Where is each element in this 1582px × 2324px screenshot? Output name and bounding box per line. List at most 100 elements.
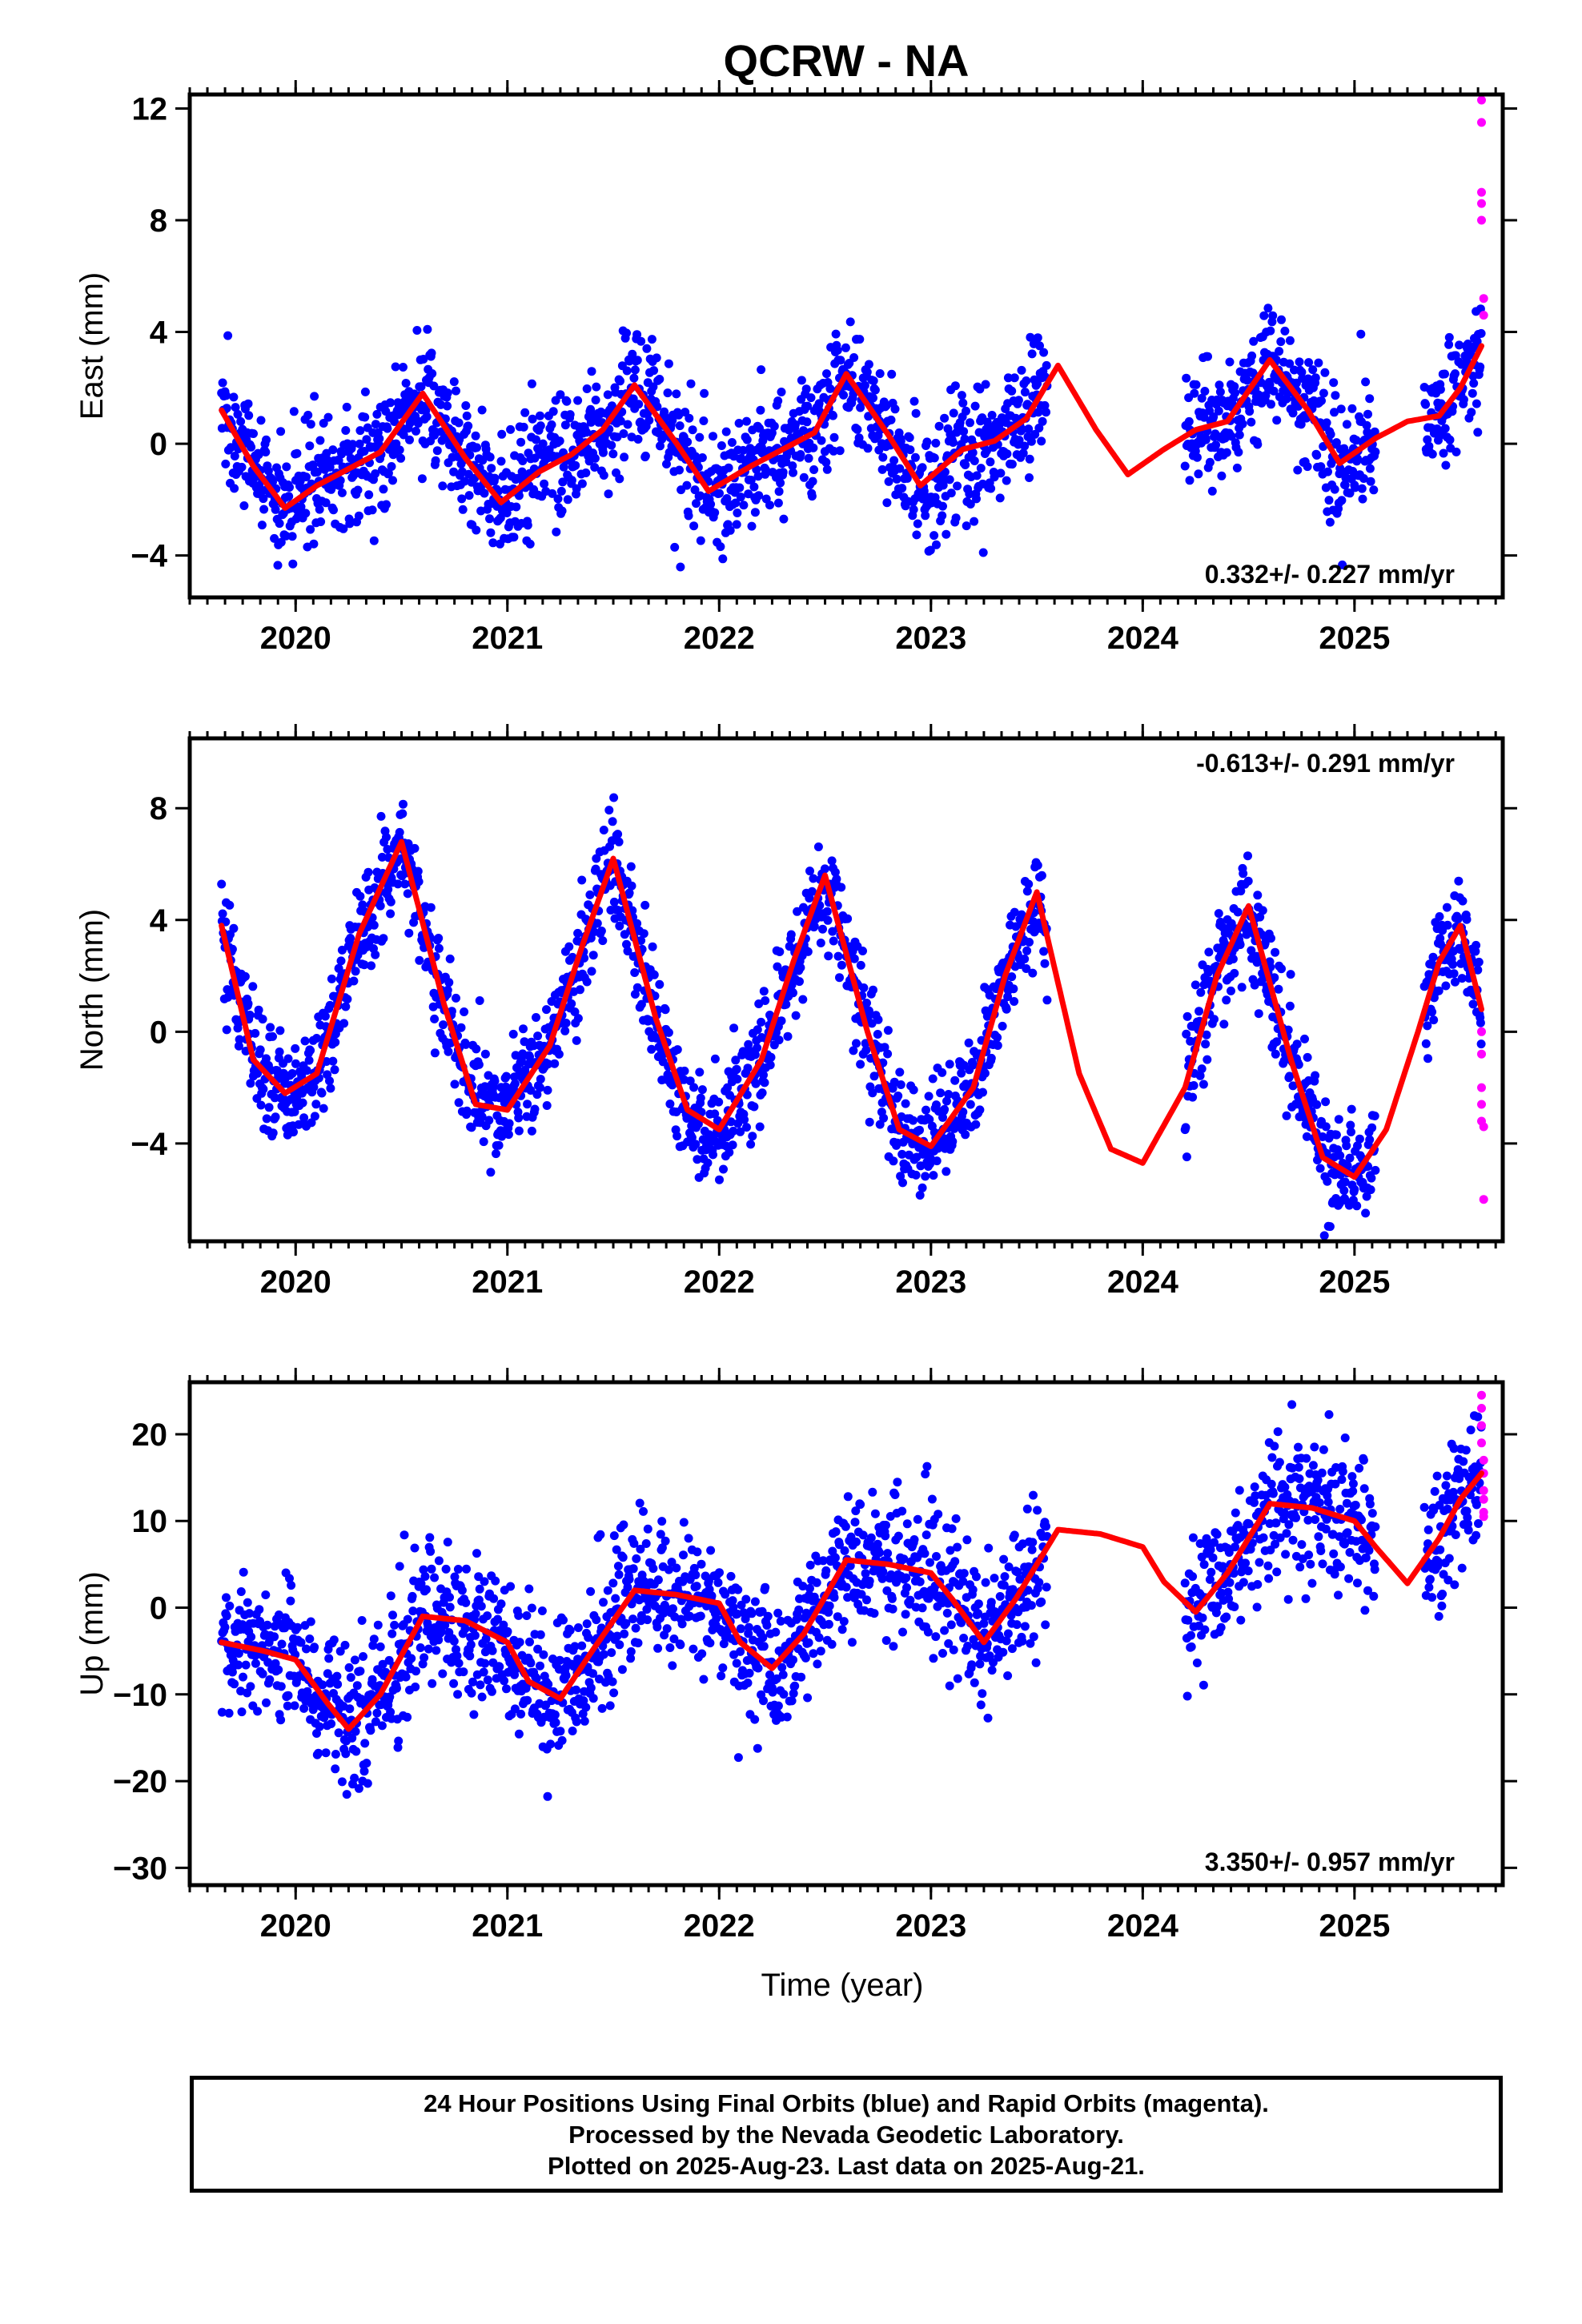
final-orbit-point [777,1016,786,1026]
final-orbit-point [452,1651,462,1661]
final-orbit-point [719,1164,728,1174]
final-orbit-point [703,1158,713,1168]
final-orbit-point [931,438,941,448]
final-orbit-point [596,927,606,935]
rapid-orbit-point [1477,1049,1486,1059]
final-orbit-point [757,365,766,375]
final-orbit-point [431,456,440,465]
final-orbit-point [905,433,914,442]
final-orbit-point [859,983,869,992]
final-orbit-point [709,1150,717,1160]
final-orbit-point [1219,1019,1229,1029]
final-orbit-point [495,1662,504,1671]
final-orbit-point [1362,1192,1371,1201]
final-orbit-point [639,1506,648,1516]
final-orbit-point [561,1019,571,1027]
final-orbit-point [1303,1052,1312,1062]
final-orbit-point [1356,329,1366,339]
final-orbit-point [254,1005,263,1015]
final-orbit-point [536,1661,544,1671]
final-orbit-point [632,356,642,365]
final-orbit-point [609,1688,619,1698]
final-orbit-point [717,441,726,450]
final-orbit-point [1035,341,1044,351]
final-orbit-point [793,907,802,916]
final-orbit-point [523,1100,532,1109]
final-orbit-point [249,429,258,438]
final-orbit-point [714,1097,724,1107]
final-orbit-point [930,453,939,463]
final-orbit-point [316,517,326,526]
final-orbit-point [440,1620,450,1630]
final-orbit-point [486,528,496,537]
final-orbit-point [1022,376,1031,385]
final-orbit-point [383,885,393,895]
final-orbit-point [262,1114,271,1124]
final-orbit-point [290,1701,299,1711]
final-orbit-point [978,1088,987,1097]
final-orbit-point [833,951,843,961]
final-orbit-point [687,1133,697,1142]
final-orbit-point [360,412,370,422]
final-orbit-point [472,1044,481,1054]
final-orbit-point [458,505,468,514]
final-orbit-point [690,485,700,495]
final-orbit-point [626,1654,636,1663]
final-orbit-point [667,1558,677,1567]
final-orbit-point [746,1140,756,1149]
final-orbit-point [373,1620,383,1630]
final-orbit-point [461,1039,471,1049]
final-orbit-point [697,453,707,462]
final-orbit-point [998,1021,1007,1031]
final-orbit-point [499,1620,508,1630]
final-orbit-point [588,1694,598,1703]
final-orbit-point [1443,920,1452,930]
final-orbit-point [1002,1004,1011,1014]
final-orbit-point [586,1683,596,1693]
final-orbit-point [542,1101,552,1110]
final-orbit-point [757,1017,766,1027]
final-orbit-point [1367,1123,1377,1132]
final-orbit-point [883,1049,893,1059]
final-orbit-point [870,385,880,395]
final-orbit-point [662,460,671,468]
final-orbit-point [1239,869,1248,879]
final-orbit-point [1277,964,1286,974]
final-orbit-point [270,1632,279,1642]
x-tick-label: 2023 [895,1265,966,1300]
final-orbit-point [996,468,1006,478]
final-orbit-point [710,1054,720,1063]
final-orbit-point [401,379,411,388]
final-orbit-point [643,1524,652,1534]
final-orbit-point [693,1155,702,1164]
final-orbit-point [464,421,473,431]
final-orbit-point [351,1727,360,1736]
final-orbit-point [231,403,240,412]
final-orbit-point [809,465,819,474]
final-orbit-point [807,887,817,896]
final-orbit-point [636,936,646,945]
final-orbit-point [410,843,420,853]
final-orbit-point [693,1547,702,1557]
final-orbit-point [736,1624,745,1634]
final-orbit-point [438,481,448,491]
final-orbit-point [609,1531,619,1541]
final-orbit-point [869,985,877,995]
final-orbit-point [315,1722,324,1731]
final-orbit-point [1034,408,1043,417]
final-orbit-point [293,1622,303,1632]
final-orbit-point [276,427,286,436]
final-orbit-point [1428,952,1438,962]
final-orbit-point [716,542,725,552]
x-tick-label: 2024 [1107,621,1179,656]
final-orbit-point [622,328,631,338]
final-orbit-point [913,519,922,529]
final-orbit-point [477,405,487,415]
final-orbit-point [246,1682,255,1691]
final-orbit-point [371,469,380,478]
final-orbit-point [1462,915,1472,924]
y-tick-label: 12 [132,91,168,127]
final-orbit-point [665,1643,675,1652]
final-orbit-point [1271,1049,1280,1059]
